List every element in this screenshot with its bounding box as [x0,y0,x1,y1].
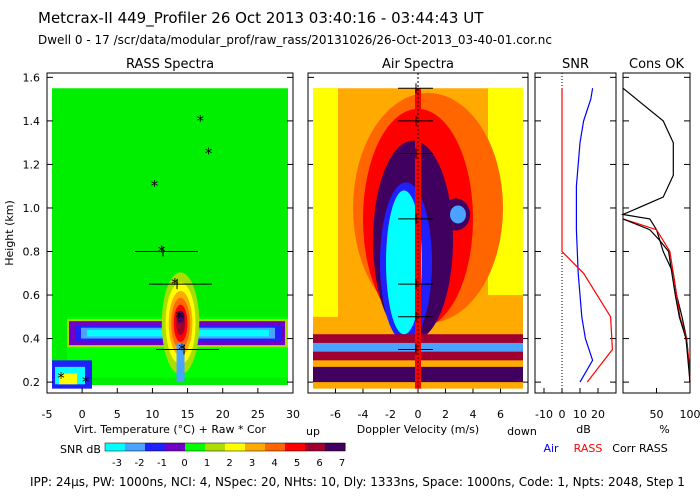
colorbar-tick-8: 5 [294,458,300,469]
colorbar-tick-3: 0 [181,458,187,469]
panel-frame-2 [534,72,617,394]
panel-title-0: RASS Spectra [126,57,214,72]
cor-marker-6: * [151,177,159,195]
rass-corner-yellow [59,373,77,385]
header-path: Dwell 0 - 17 /scr/data/modular_prof/raw_… [38,33,552,47]
x-tick-label-2-0: -10 [535,408,553,421]
y-tick-label-2: 0.6 [23,289,41,302]
x-tick-label-3-0: 50 [650,408,664,421]
x-tick-label-0-3: 10 [145,408,159,421]
x-axis-label-snr: dB [576,423,591,436]
x-tick-label-0-1: 0 [79,408,86,421]
panel-title-3: Cons OK [629,57,684,72]
colorbar-frame [104,442,346,452]
colorbar-tick-1: -2 [135,458,145,469]
colorbar-cell-6 [225,443,246,451]
colorbar-cell-1 [125,443,146,451]
header-title: Metcrax-II 449_Profiler 26 Oct 2013 03:4… [38,9,484,27]
rass-echo-core [176,310,185,323]
x-tick-label-1-1: -4 [358,408,369,421]
x-tick-label-1-6: 6 [497,408,504,421]
colorbar-tick-4: 1 [204,458,210,469]
legend-air: Air [543,442,559,455]
x-tick-label-1-5: 4 [470,408,477,421]
colorbar-tick-5: 2 [226,458,232,469]
colorbar-tick-10: 7 [339,458,345,469]
air-bg-yellow-left [313,88,338,317]
colorbar-cell-10 [305,443,326,451]
series-line-3-1 [622,218,691,383]
colorbar-cell-11 [325,443,346,451]
colorbar-tick-0: -3 [112,458,122,469]
panel-title-2: SNR [562,57,589,72]
colorbar-cell-7 [245,443,266,451]
colorbar-tick-9: 6 [316,458,322,469]
legend-corr-rass: Corr RASS [612,442,667,455]
cor-marker-0: * [82,373,90,391]
x-tick-label-1-0: -6 [330,408,341,421]
x-tick-label-2-2: 10 [573,408,587,421]
x-tick-label-1-2: -2 [385,408,396,421]
colorbar-tick-6: 3 [249,458,255,469]
x-tick-label-2-3: 20 [591,408,605,421]
panel-frame-0 [46,72,294,394]
y-tick-label-1: 0.4 [23,333,41,346]
x-tick-label-0-6: 25 [251,408,265,421]
series-line-2-0 [575,88,594,383]
x-tick-label-0-2: 5 [114,408,121,421]
x-axis-label-rass: Virt. Temperature (°C) + Raw * Cor [74,423,266,436]
colorbar-cell-0 [105,443,126,451]
x-tick-label-0-7: 30 [286,408,300,421]
series-line-3-0 [620,87,691,383]
panel-title-1: Air Spectra [382,57,454,72]
x-tick-label-1-3: 0 [415,408,422,421]
air-side-blue [450,205,466,224]
panel-frame-3 [622,72,691,394]
legend-rass: RASS [574,442,603,455]
cor-marker-7: * [205,145,213,163]
colorbar-cell-3 [165,443,186,451]
colorbar-cell-2 [145,443,166,451]
colorbar-cell-9 [285,443,306,451]
colorbar-cell-4 [185,443,206,451]
x-tick-label-0-5: 20 [216,408,230,421]
x-tick-label-1-4: 2 [442,408,449,421]
footer-params: IPP: 24µs, PW: 1000ns, NCI: 4, NSpec: 20… [30,475,685,489]
x-axis-label-air: Doppler Velocity (m/s) [357,423,479,436]
colorbar-cell-8 [265,443,286,451]
cor-marker-3: * [175,308,183,326]
air-contour-cyan [386,190,422,335]
y-tick-label-0: 0.2 [23,376,41,389]
rass-echo-stem [176,342,185,383]
colorbar-cell-5 [205,443,226,451]
y-tick-label-5: 1.2 [23,158,41,171]
x-tick-label-3-1: 100 [680,408,700,421]
x-tick-label-0-0: -5 [42,408,53,421]
colorbar-tick-7: 4 [271,458,277,469]
series-line-2-1 [561,88,614,383]
series-line-3-2 [622,218,691,383]
x-tick-label-0-4: 15 [181,408,195,421]
x-tick-label-2-1: 0 [559,408,566,421]
y-axis-label: Height (km) [3,200,16,266]
colorbar-label: SNR dB [60,443,101,456]
y-tick-label-3: 0.8 [23,246,41,259]
y-tick-label-4: 1.0 [23,202,41,215]
y-tick-label-7: 1.6 [23,71,41,84]
x-axis-label-cons: % [659,423,669,436]
cor-marker-1: * [57,369,65,387]
x-axis-label-down: down [507,425,537,438]
cor-marker-8: * [196,112,204,130]
x-axis-label-up: up [306,425,320,438]
y-tick-label-6: 1.4 [23,115,41,128]
colorbar-tick-2: -1 [157,458,167,469]
